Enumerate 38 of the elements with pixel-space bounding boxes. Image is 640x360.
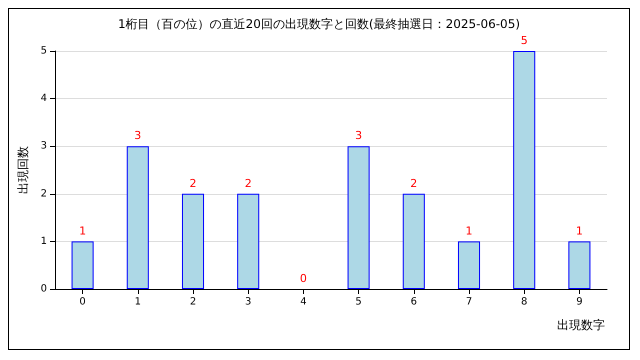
x-tick-label: 0 (79, 296, 86, 308)
y-tick-label: 1 (40, 236, 47, 247)
y-tick-label: 3 (40, 140, 47, 152)
x-tick-label: 6 (410, 296, 417, 308)
x-tick-label: 1 (134, 296, 141, 308)
bar (348, 146, 370, 289)
x-tick-label: 4 (300, 296, 307, 308)
x-tick-label: 9 (576, 296, 583, 308)
bar (568, 241, 590, 289)
x-axis-title: 出現数字 (557, 318, 605, 332)
bar (126, 146, 149, 289)
data-label: 5 (520, 34, 528, 47)
x-tick-label: 2 (190, 296, 196, 308)
y-tick-label: 2 (40, 188, 47, 200)
x-tick-label: 8 (521, 296, 528, 308)
y-tick-label: 4 (40, 93, 47, 104)
bar (513, 51, 536, 289)
chart-title: 1桁目（百の位）の直近20回の出現数字と回数(最終抽選日：2025-06-05) (118, 17, 520, 31)
bar (237, 194, 260, 289)
bar (72, 241, 94, 289)
data-label: 2 (190, 176, 196, 190)
bar (402, 194, 425, 289)
bar (458, 241, 480, 289)
data-label: 2 (410, 176, 418, 190)
data-label: 2 (244, 176, 252, 190)
x-tick-label: 3 (245, 296, 252, 308)
data-label: 3 (134, 129, 142, 142)
data-label: 0 (300, 272, 307, 285)
x-tick-label: 5 (355, 296, 362, 308)
y-axis-title: 出現回数 (16, 146, 30, 194)
data-label: 1 (466, 224, 472, 238)
data-label: 1 (79, 224, 86, 238)
x-tick-label: 7 (466, 296, 472, 308)
y-tick-label: 5 (40, 46, 47, 56)
bar (182, 194, 204, 289)
y-tick-label: 0 (40, 284, 47, 294)
data-label: 1 (576, 224, 583, 238)
data-label: 3 (355, 129, 362, 142)
